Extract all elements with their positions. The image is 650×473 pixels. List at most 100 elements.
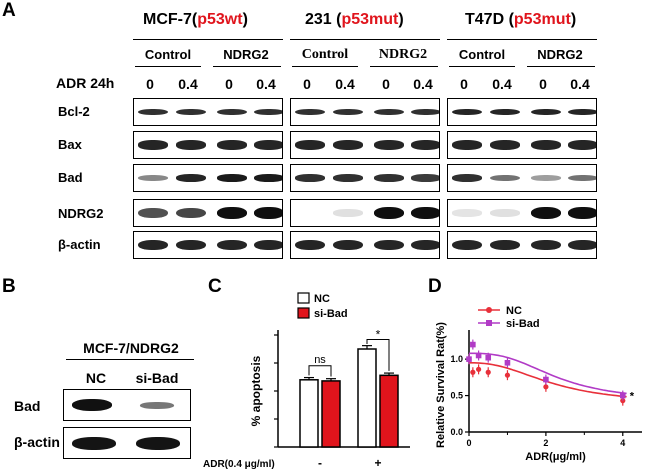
sub-control-t47d: Control — [458, 47, 506, 62]
legend-label-nc: NC — [314, 293, 330, 305]
legend-marker-nc — [486, 307, 492, 313]
sub-line — [213, 66, 281, 67]
band — [374, 239, 404, 251]
blot-bad-group-1 — [133, 164, 283, 192]
band — [374, 108, 404, 116]
dose-label: 0 — [539, 76, 547, 92]
panel-b-title: MCF-7/NDRG2 — [83, 340, 179, 356]
band — [217, 174, 247, 182]
band — [140, 402, 174, 409]
x-axis-label: ADR(0.4 μg/ml) — [203, 459, 275, 470]
header-line-t47d — [447, 39, 597, 40]
sub-line — [449, 66, 515, 67]
band — [568, 174, 596, 182]
y-tick-label: 0.5 — [450, 391, 463, 401]
band — [254, 207, 282, 219]
bar-nc-minus — [299, 379, 319, 448]
point-si-bad — [470, 341, 476, 348]
blot-bax-group-2 — [290, 131, 440, 159]
band — [568, 140, 596, 150]
y-tick-label: 0.0 — [450, 427, 463, 437]
row-label-bax: Bax — [58, 137, 82, 152]
dose-label: 0.4 — [178, 76, 198, 92]
band — [568, 207, 596, 219]
blot-ndrg2-group-1 — [133, 199, 283, 227]
band — [531, 175, 561, 181]
y-axis-label: Relative Survival Rat(%) — [435, 322, 447, 448]
point-nc — [504, 372, 511, 378]
band — [490, 140, 520, 150]
band — [176, 239, 206, 251]
band — [531, 239, 561, 251]
blot-bad-group-3 — [447, 164, 597, 192]
sub-line — [370, 66, 438, 67]
band — [176, 108, 206, 116]
band — [374, 140, 404, 150]
band — [490, 209, 520, 217]
band — [295, 174, 325, 182]
x-tick-label: 0 — [466, 438, 471, 448]
band — [254, 140, 282, 150]
dose-label: 0 — [146, 76, 154, 92]
row-label-bactin: β-actin — [58, 237, 101, 252]
band — [333, 209, 363, 217]
point-si-bad — [619, 392, 626, 399]
blot-b-bactin — [63, 427, 191, 459]
band — [217, 239, 247, 251]
group-header-t47d: T47D (p53mut) — [465, 11, 576, 29]
y-tick-label: 1.0 — [450, 354, 463, 364]
group-header-mcf7: MCF-7(p53wt) — [143, 11, 248, 29]
group-name-231: 231 ( — [305, 11, 342, 28]
band — [411, 174, 439, 182]
legend-label-si-bad: si-Bad — [314, 308, 348, 320]
lane-label-si-bad: si-Bad — [135, 370, 179, 386]
sub-ndrg2-231: NDRG2 — [378, 47, 428, 62]
group-status-231: p53mut — [341, 11, 399, 28]
band — [411, 207, 439, 219]
b-row-label-bactin: β-actin — [14, 434, 60, 450]
b-row-label-bad: Bad — [14, 398, 41, 414]
x-tick-label: 4 — [620, 438, 625, 448]
dose-label: 0.4 — [256, 76, 276, 92]
band — [72, 437, 116, 450]
y-axis-label: % apoptosis — [249, 355, 263, 426]
legend-marker-si-bad — [486, 320, 492, 326]
band — [333, 239, 363, 251]
band — [295, 108, 325, 116]
blot-bad-group-2 — [290, 164, 440, 192]
treatment-label: ADR 24h — [56, 75, 115, 91]
band — [568, 108, 596, 116]
panel-a-letter: A — [2, 0, 16, 21]
band — [295, 140, 325, 150]
band — [490, 174, 520, 182]
blot-bcl2-group-3 — [447, 98, 597, 126]
dose-label: 0.4 — [492, 76, 512, 92]
band — [217, 140, 247, 150]
band — [72, 399, 112, 411]
blot-bcl2-group-1 — [133, 98, 283, 126]
x-tick-label-plus: + — [374, 456, 381, 470]
panel-b-letter: B — [2, 276, 16, 297]
band — [138, 108, 168, 116]
legend-swatch-si-bad — [297, 307, 310, 319]
sig-annotation: * — [630, 391, 635, 403]
legend-swatch-nc — [297, 292, 310, 304]
blot-bactin-group-3 — [447, 231, 597, 259]
header-line-mcf7 — [133, 39, 283, 40]
point-si-bad — [504, 359, 511, 366]
lane-label-nc: NC — [85, 370, 107, 386]
group-status-mcf7: p53wt — [197, 11, 243, 28]
panel-d-chart: 0.0 0.5 1.0 0 2 4 ADR(μg/ml) Relative Survival … — [435, 305, 642, 463]
panel-b-title-line — [66, 359, 194, 360]
row-label-ndrg2: NDRG2 — [58, 206, 104, 221]
band — [452, 239, 482, 251]
legend-label-si-bad: si-Bad — [506, 318, 540, 330]
blot-bactin-group-2 — [290, 231, 440, 259]
band — [138, 239, 168, 251]
x-tick-label: 2 — [543, 438, 548, 448]
point-nc — [620, 398, 626, 404]
band — [254, 239, 282, 251]
band — [374, 174, 404, 182]
blot-ndrg2-group-2 — [290, 199, 440, 227]
dose-label: 0.4 — [335, 76, 355, 92]
